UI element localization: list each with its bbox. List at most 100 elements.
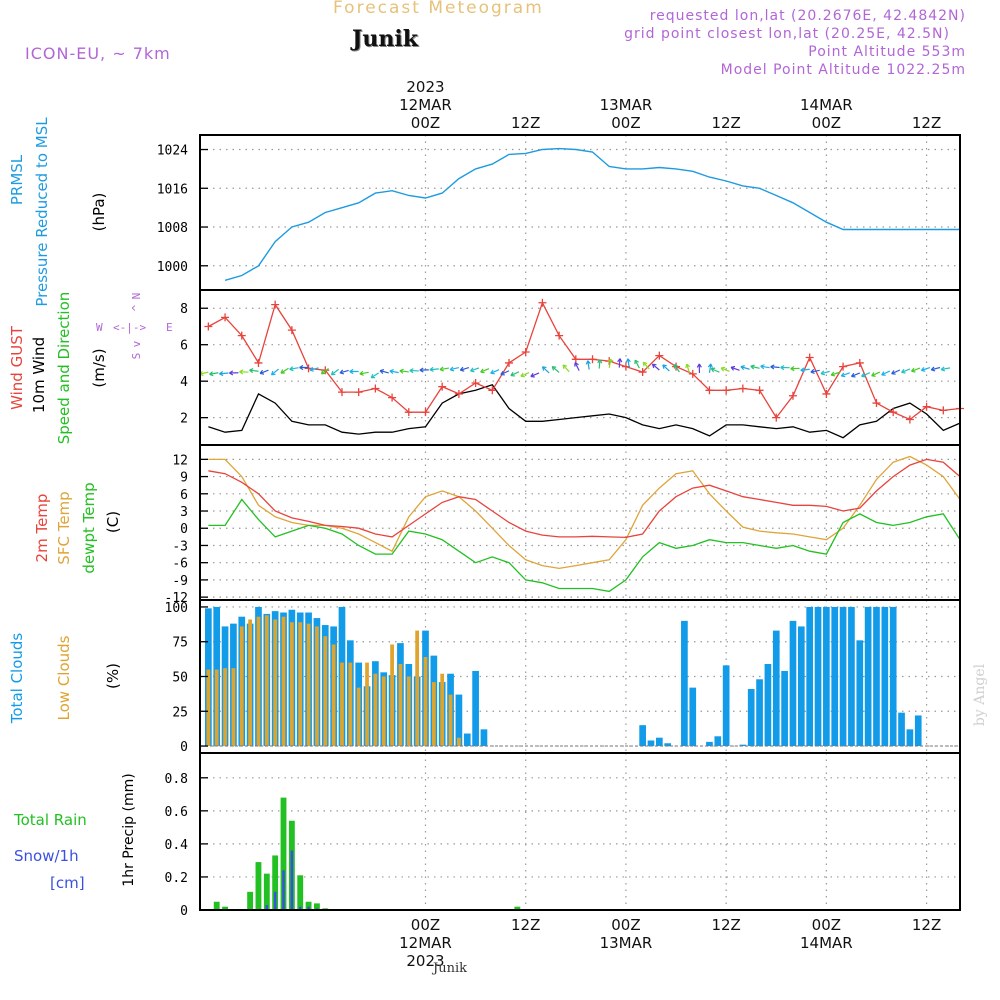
wind-arrow-head (330, 370, 336, 376)
wind-arrow-head (419, 367, 424, 373)
wind-direction-arrow (820, 370, 830, 375)
gust-point (638, 368, 647, 377)
wind-arrow-head (730, 365, 736, 371)
temp-unit: (C) (104, 511, 122, 533)
wind-arrow-head (820, 370, 826, 376)
wind-direction-arrow (510, 371, 520, 377)
gust-point (822, 389, 831, 398)
total-cloud-bar (480, 729, 488, 747)
wind-arrow-head (750, 364, 755, 370)
wind-direction-arrow (339, 369, 349, 374)
wind-arrow-head (541, 366, 547, 371)
wind-direction-arrow (830, 371, 840, 376)
total-cloud-bar (656, 737, 663, 747)
low-cloud-bar (348, 662, 353, 747)
rain-bar (297, 875, 304, 910)
time-label-top: 14MAR (800, 96, 853, 114)
wind-direction-arrow (429, 368, 439, 371)
low-cloud-bar (406, 676, 411, 747)
wind-arrow-head (840, 372, 846, 378)
wind-arrow-head (219, 370, 224, 377)
wind-direction-arrow (542, 366, 550, 374)
y-tick-label: 0.6 (165, 805, 188, 820)
wind-direction-arrow (490, 369, 500, 374)
wind-direction-arrow (219, 372, 229, 375)
y-tick-label: 1000 (157, 260, 188, 275)
data-layer (199, 147, 964, 911)
gust-point (404, 408, 413, 417)
low-cloud-bar (381, 676, 386, 747)
total-cloud-bar (747, 689, 755, 747)
gust-point (772, 413, 781, 422)
panel-frame-pressure (199, 134, 961, 291)
total-cloud-bar (764, 663, 772, 747)
time-label-bottom: 12MAR (399, 934, 452, 952)
gust-point (254, 358, 263, 367)
snow-bar (307, 906, 310, 910)
wind-arrow-head (707, 363, 713, 368)
wind-arrow-head (634, 359, 639, 365)
y-tick-label: 0 (180, 904, 188, 919)
gust-point (571, 355, 580, 364)
total-cloud-bar (689, 687, 697, 747)
low-cloud-bar (281, 616, 286, 747)
wind-arrow-head (901, 368, 906, 374)
total-cloud-bar (839, 606, 847, 747)
wind-unit: (m/s) (90, 348, 108, 387)
snow-bar (282, 870, 285, 910)
low-cloud-bar (365, 662, 369, 747)
gust-point (922, 402, 931, 411)
y-tick-label: 0.2 (165, 871, 188, 886)
gust-point (855, 358, 864, 367)
wind-direction-arrow (259, 369, 269, 374)
gust-point (939, 406, 948, 415)
total-cloud-bar (739, 744, 747, 747)
clouds-unit: (%) (104, 663, 122, 689)
total-cloud-bar (706, 741, 713, 747)
wind-direction-arrow (399, 370, 409, 373)
low-cloud-bar (373, 673, 378, 747)
precip-label-unit: [cm] (50, 874, 85, 892)
y-tick-label: 0 (180, 740, 188, 755)
frame-layer (199, 134, 961, 911)
dewpt-temp-line (208, 498, 961, 593)
point-altitude: Point Altitude 553m (808, 44, 966, 60)
wind-direction-arrow (810, 369, 820, 373)
gust-point (204, 322, 213, 331)
wind-arrow-head (574, 362, 579, 367)
total-cloud-bar (472, 670, 479, 747)
wind-arrow-head (349, 368, 354, 375)
gust-point (471, 379, 480, 387)
low-cloud-bar (356, 687, 361, 747)
compass-arrows: <-|-> (113, 321, 146, 334)
rain-bar (222, 906, 228, 910)
total-cloud-bar (664, 743, 672, 747)
wind-arrow-head (562, 364, 568, 370)
low-cloud-bar (315, 626, 319, 747)
y-tick-label: 0.4 (165, 838, 189, 853)
time-label-bottom: 2023 (406, 952, 444, 970)
wind-direction-arrow (460, 366, 470, 371)
wind-direction-arrow (921, 367, 931, 371)
temp-label-2: SFC Temp (55, 491, 73, 564)
gust-point (354, 388, 363, 397)
gust-point (872, 399, 881, 408)
gust-point (755, 386, 764, 395)
wind-direction-arrow (450, 366, 460, 371)
rain-bar (314, 903, 320, 910)
wind-arrow-head (920, 366, 926, 372)
pressure-label-2: Pressure Reduced to MSL (33, 117, 51, 307)
low-cloud-bar (440, 673, 445, 747)
panel-frame-precip (199, 752, 961, 911)
gust-point (705, 386, 714, 395)
sfc-temp-line (208, 455, 961, 570)
rain-bar (272, 855, 279, 910)
wind-direction-arrow (608, 358, 612, 368)
compass-south: S (130, 353, 143, 360)
wind-arrow-head (339, 369, 345, 375)
y-tick-label: 12 (172, 453, 188, 468)
time-label-bottom: 12Z (511, 916, 540, 934)
gust-point (237, 331, 246, 340)
total-cloud-bar (722, 665, 730, 747)
pressure-label-1: PRMSL (8, 154, 26, 205)
